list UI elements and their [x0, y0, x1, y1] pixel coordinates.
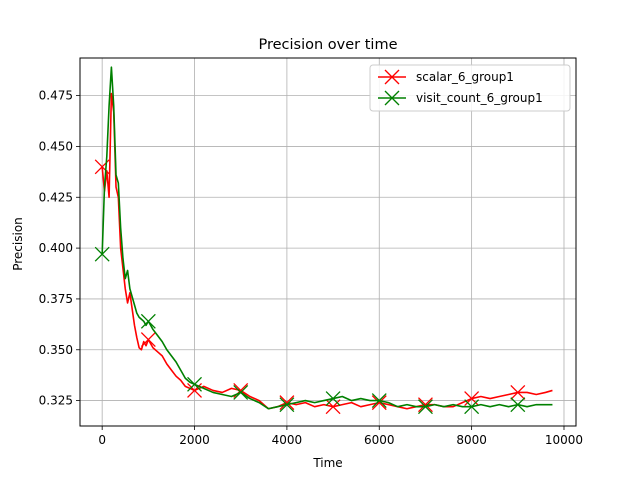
plot-series	[94, 66, 553, 415]
y-tick-label: 0.375	[39, 292, 73, 306]
plot-frame	[79, 57, 577, 427]
legend-label-scalar-6-group1: scalar_6_group1	[416, 70, 514, 84]
series-marker-scalar-6-group1	[371, 395, 387, 411]
y-tick-label: 0.475	[39, 89, 73, 103]
y-tick-label: 0.400	[39, 241, 73, 255]
chart-title: Precision over time	[258, 37, 397, 53]
x-tick-label: 8000	[456, 433, 487, 447]
legend-box	[369, 64, 571, 112]
x-axis-label: Time	[312, 456, 342, 470]
series-marker-visit-count-6-group1	[187, 376, 202, 392]
legend-label-visit-count-6-group1: visit_count_6_group1	[416, 91, 543, 105]
x-tick-label: 4000	[272, 433, 303, 447]
series-line-scalar-6-group1	[101, 92, 553, 410]
legend: scalar_6_group1 visit_count_6_group1	[369, 64, 571, 112]
series-marker-scalar-6-group1	[279, 395, 295, 411]
series-marker-visit-count-6-group1	[371, 393, 387, 409]
series-line-visit-count-6-group1	[101, 66, 553, 410]
axis-ticks: 0 2000 4000 6000 8000 10000 0.325 0.350 0.375 0.4…	[39, 89, 583, 447]
legend-marker-visit-count-6-group1	[384, 90, 400, 106]
y-tick-label: 0.325	[39, 394, 73, 408]
series-marker-visit-count-6-group1	[325, 391, 341, 407]
x-tick-label: 2000	[179, 433, 210, 447]
y-tick-label: 0.425	[39, 190, 73, 204]
series-marker-scalar-6-group1	[510, 384, 526, 400]
series-marker-visit-count-6-group1	[279, 397, 295, 413]
series-marker-scalar-6-group1	[464, 391, 480, 407]
series-marker-visit-count-6-group1	[94, 246, 110, 262]
series-marker-visit-count-6-group1	[510, 397, 526, 413]
x-tick-label: 6000	[364, 433, 395, 447]
y-tick-label: 0.350	[39, 343, 73, 357]
legend-marker-scalar-6-group1	[384, 69, 400, 85]
series-marker-visit-count-6-group1	[464, 399, 480, 415]
x-tick-label: 0	[98, 433, 106, 447]
series-marker-visit-count-6-group1	[417, 399, 433, 415]
y-tick-label: 0.450	[39, 139, 73, 153]
y-axis-label: Precision	[11, 217, 25, 271]
series-marker-scalar-6-group1	[325, 399, 341, 415]
series-marker-scalar-6-group1	[140, 332, 156, 348]
x-tick-label: 10000	[545, 433, 583, 447]
series-marker-scalar-6-group1	[417, 397, 433, 413]
series-marker-visit-count-6-group1	[233, 384, 249, 400]
series-marker-visit-count-6-group1	[140, 313, 156, 329]
grid	[80, 58, 576, 426]
